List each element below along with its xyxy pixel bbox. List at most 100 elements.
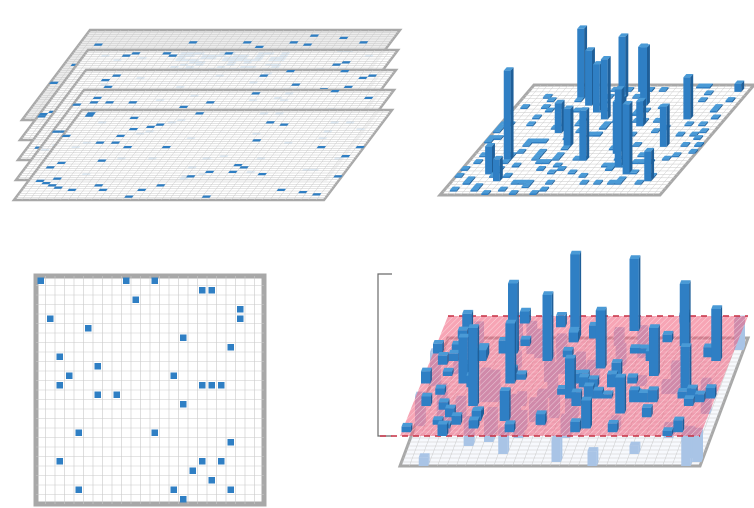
flat-grid-cell [151, 277, 158, 284]
layer-cell [251, 139, 262, 142]
layer-cell [110, 141, 121, 144]
plane-bar [435, 384, 447, 395]
matrix-bar [539, 138, 549, 144]
layer-cell [155, 184, 166, 187]
layer-cell [330, 90, 340, 93]
matrix-bar [702, 83, 713, 89]
flat-grid-cell [218, 458, 225, 465]
plane-bar [683, 395, 695, 406]
matrix-bar [508, 190, 519, 195]
flat-grid-cell [75, 429, 82, 436]
layer-cell [289, 41, 299, 44]
layer-cell [111, 74, 122, 77]
plane-bar [542, 291, 554, 361]
flat-grid-cell [180, 401, 187, 408]
plane-bar [662, 330, 674, 343]
layer-cell [205, 101, 215, 104]
layer-cell [93, 184, 104, 187]
matrix-bar [536, 166, 546, 171]
matrix-bar [563, 105, 574, 147]
layer-cell [340, 155, 351, 158]
plane-bar [442, 367, 454, 376]
flat-grid-cell [180, 334, 187, 341]
plane-bar [421, 392, 433, 406]
layer-cell [367, 74, 378, 77]
matrix-bar [734, 80, 745, 92]
matrix-bar [497, 186, 508, 192]
layer-cell [343, 85, 354, 88]
layer-5 [11, 108, 395, 202]
layer-5-gridlines [15, 109, 391, 201]
layer-cell [358, 41, 369, 44]
faded-bar [587, 447, 599, 466]
plane-bar [499, 387, 511, 421]
layer-cell [61, 134, 72, 137]
matrix-bar [493, 135, 504, 140]
panel-flat-grid [33, 273, 267, 507]
layer-cell [291, 83, 301, 86]
matrix-bar [520, 104, 531, 110]
plane-bar [629, 386, 640, 403]
layer-cell [137, 188, 147, 191]
matrix-bar [503, 67, 514, 161]
matrix-bar [709, 107, 720, 113]
plane-bar [679, 280, 691, 346]
flat-grid-cell [218, 382, 225, 389]
matrix-bar [492, 128, 503, 134]
matrix-bar [531, 155, 542, 161]
flat-grid-cell [94, 391, 101, 398]
flat-grid-cell [113, 391, 120, 398]
flat-grid-cell [151, 429, 158, 436]
flat-grid-cell [66, 372, 73, 379]
matrix-bar [689, 131, 700, 137]
faded-bar [418, 453, 430, 466]
matrix-bar [640, 44, 650, 106]
matrix-bar [593, 131, 603, 137]
plane-bar [615, 373, 627, 414]
layer-cell [239, 166, 249, 169]
matrix-bar [600, 55, 611, 120]
matrix-bar [693, 135, 704, 140]
matrix-bar [516, 148, 527, 154]
plane-bar [437, 352, 449, 365]
plane-bar [462, 309, 474, 328]
flat-grid-cell [199, 382, 206, 389]
plane-bar [570, 418, 582, 433]
panel-bar-matrix [436, 25, 754, 197]
plane-bar [570, 250, 582, 339]
flat-grid-cell [227, 344, 234, 351]
plane-bar [437, 420, 449, 436]
matrix-bar [462, 179, 473, 185]
layer-cell [251, 92, 261, 95]
layer-cell [224, 52, 234, 55]
layer-cell [298, 191, 308, 194]
matrix-bar [556, 166, 567, 171]
flat-grid-cell [132, 296, 139, 303]
plane-bar [583, 382, 595, 399]
layer-cell [186, 175, 196, 178]
plane-bar [607, 419, 619, 433]
matrix-bar [567, 169, 578, 175]
matrix-bar [699, 128, 709, 134]
matrix-bar [546, 97, 557, 103]
layer-cell [38, 113, 49, 116]
matrix-bar [598, 124, 609, 130]
matrix-bar [683, 73, 694, 120]
layer-cell [67, 188, 77, 191]
plane-bar [647, 386, 659, 403]
layer-cell [285, 70, 296, 73]
matrix-bar [449, 186, 460, 192]
layer-cell [341, 61, 351, 64]
plane-bar [571, 388, 583, 406]
layer-cell [311, 193, 322, 196]
layer-cell [309, 34, 320, 37]
matrix-bar [473, 159, 484, 165]
matrix-bar [454, 172, 465, 178]
matrix-bar [632, 141, 643, 147]
matrix-bar [629, 169, 640, 175]
matrix-bar [684, 121, 695, 127]
layer-cell [47, 184, 57, 187]
layer-cell [53, 186, 63, 189]
layer-cell [45, 166, 55, 169]
plane-bar [638, 389, 650, 403]
